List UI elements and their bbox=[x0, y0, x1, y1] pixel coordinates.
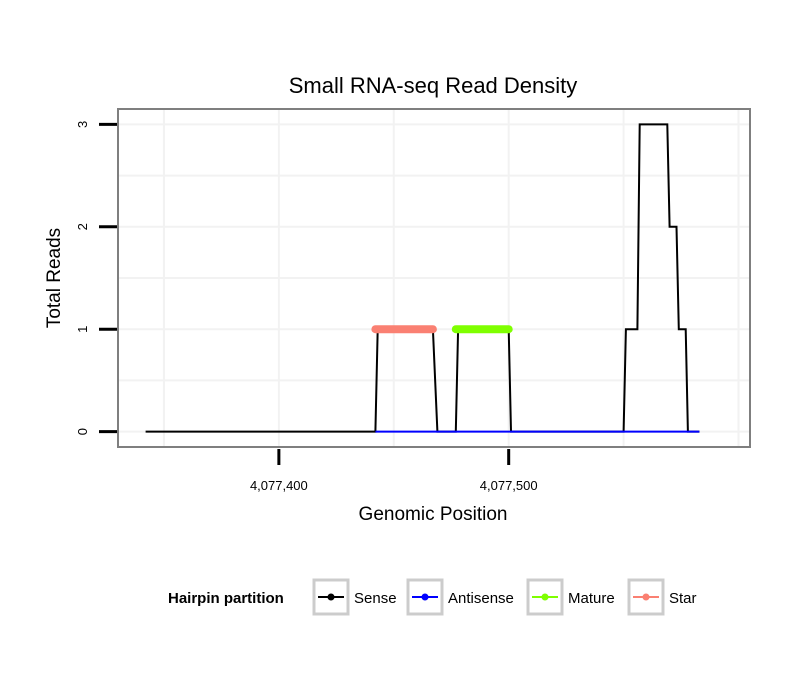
legend-point-mature bbox=[541, 593, 549, 601]
y-tick-label: 3 bbox=[75, 121, 90, 128]
legend-point-star bbox=[642, 593, 650, 601]
grid-lines bbox=[118, 109, 750, 447]
x-tick-label: 4,077,400 bbox=[250, 478, 308, 493]
legend-label-antisense: Antisense bbox=[448, 590, 514, 607]
series-line-sense bbox=[145, 123, 700, 433]
x-axis: 4,077,400 4,077,500 bbox=[250, 449, 538, 493]
legend-label-star: Star bbox=[669, 590, 697, 607]
y-axis: 0 1 2 3 bbox=[75, 121, 117, 435]
legend-label-mature: Mature bbox=[568, 590, 615, 607]
y-tick-label: 1 bbox=[75, 326, 90, 333]
legend-title: Hairpin partition bbox=[168, 590, 284, 607]
chart-title: Small RNA-seq Read Density bbox=[289, 73, 578, 98]
legend-label-sense: Sense bbox=[354, 590, 397, 607]
y-axis-title: Total Reads bbox=[44, 228, 65, 328]
x-tick-label: 4,077,500 bbox=[480, 478, 538, 493]
y-tick-label: 2 bbox=[75, 223, 90, 230]
plot-panel-border bbox=[117, 108, 751, 448]
legend: Hairpin partition Sense Antisense Mature St… bbox=[168, 578, 697, 616]
y-tick-label: 0 bbox=[75, 428, 90, 435]
x-axis-title: Genomic Position bbox=[359, 504, 508, 525]
legend-point-antisense bbox=[421, 593, 429, 601]
legend-point-sense bbox=[327, 593, 335, 601]
series-lines bbox=[145, 123, 700, 433]
